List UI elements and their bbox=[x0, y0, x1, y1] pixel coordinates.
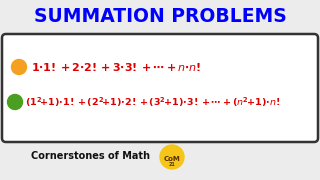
Circle shape bbox=[160, 145, 184, 169]
Text: Cornerstones of Math: Cornerstones of Math bbox=[31, 151, 150, 161]
Text: CoM: CoM bbox=[164, 156, 180, 162]
Text: 21: 21 bbox=[169, 161, 175, 166]
Text: $\mathbf{(1^2\!\!+\!1){\cdot}1! + (2^2\!\!+\!1){\cdot}2! + (3^2\!\!+\!1){\cdot}3: $\mathbf{(1^2\!\!+\!1){\cdot}1! + (2^2\!… bbox=[25, 95, 280, 109]
Text: SUMMATION PROBLEMS: SUMMATION PROBLEMS bbox=[34, 8, 286, 26]
Text: $\mathbf{1{\cdot}1! + 2{\cdot}2! + 3{\cdot}3! + \cdots + \mathit{n}{\cdot}\mathi: $\mathbf{1{\cdot}1! + 2{\cdot}2! + 3{\cd… bbox=[31, 61, 202, 73]
Circle shape bbox=[12, 60, 27, 75]
Circle shape bbox=[7, 94, 22, 109]
FancyBboxPatch shape bbox=[2, 34, 318, 142]
